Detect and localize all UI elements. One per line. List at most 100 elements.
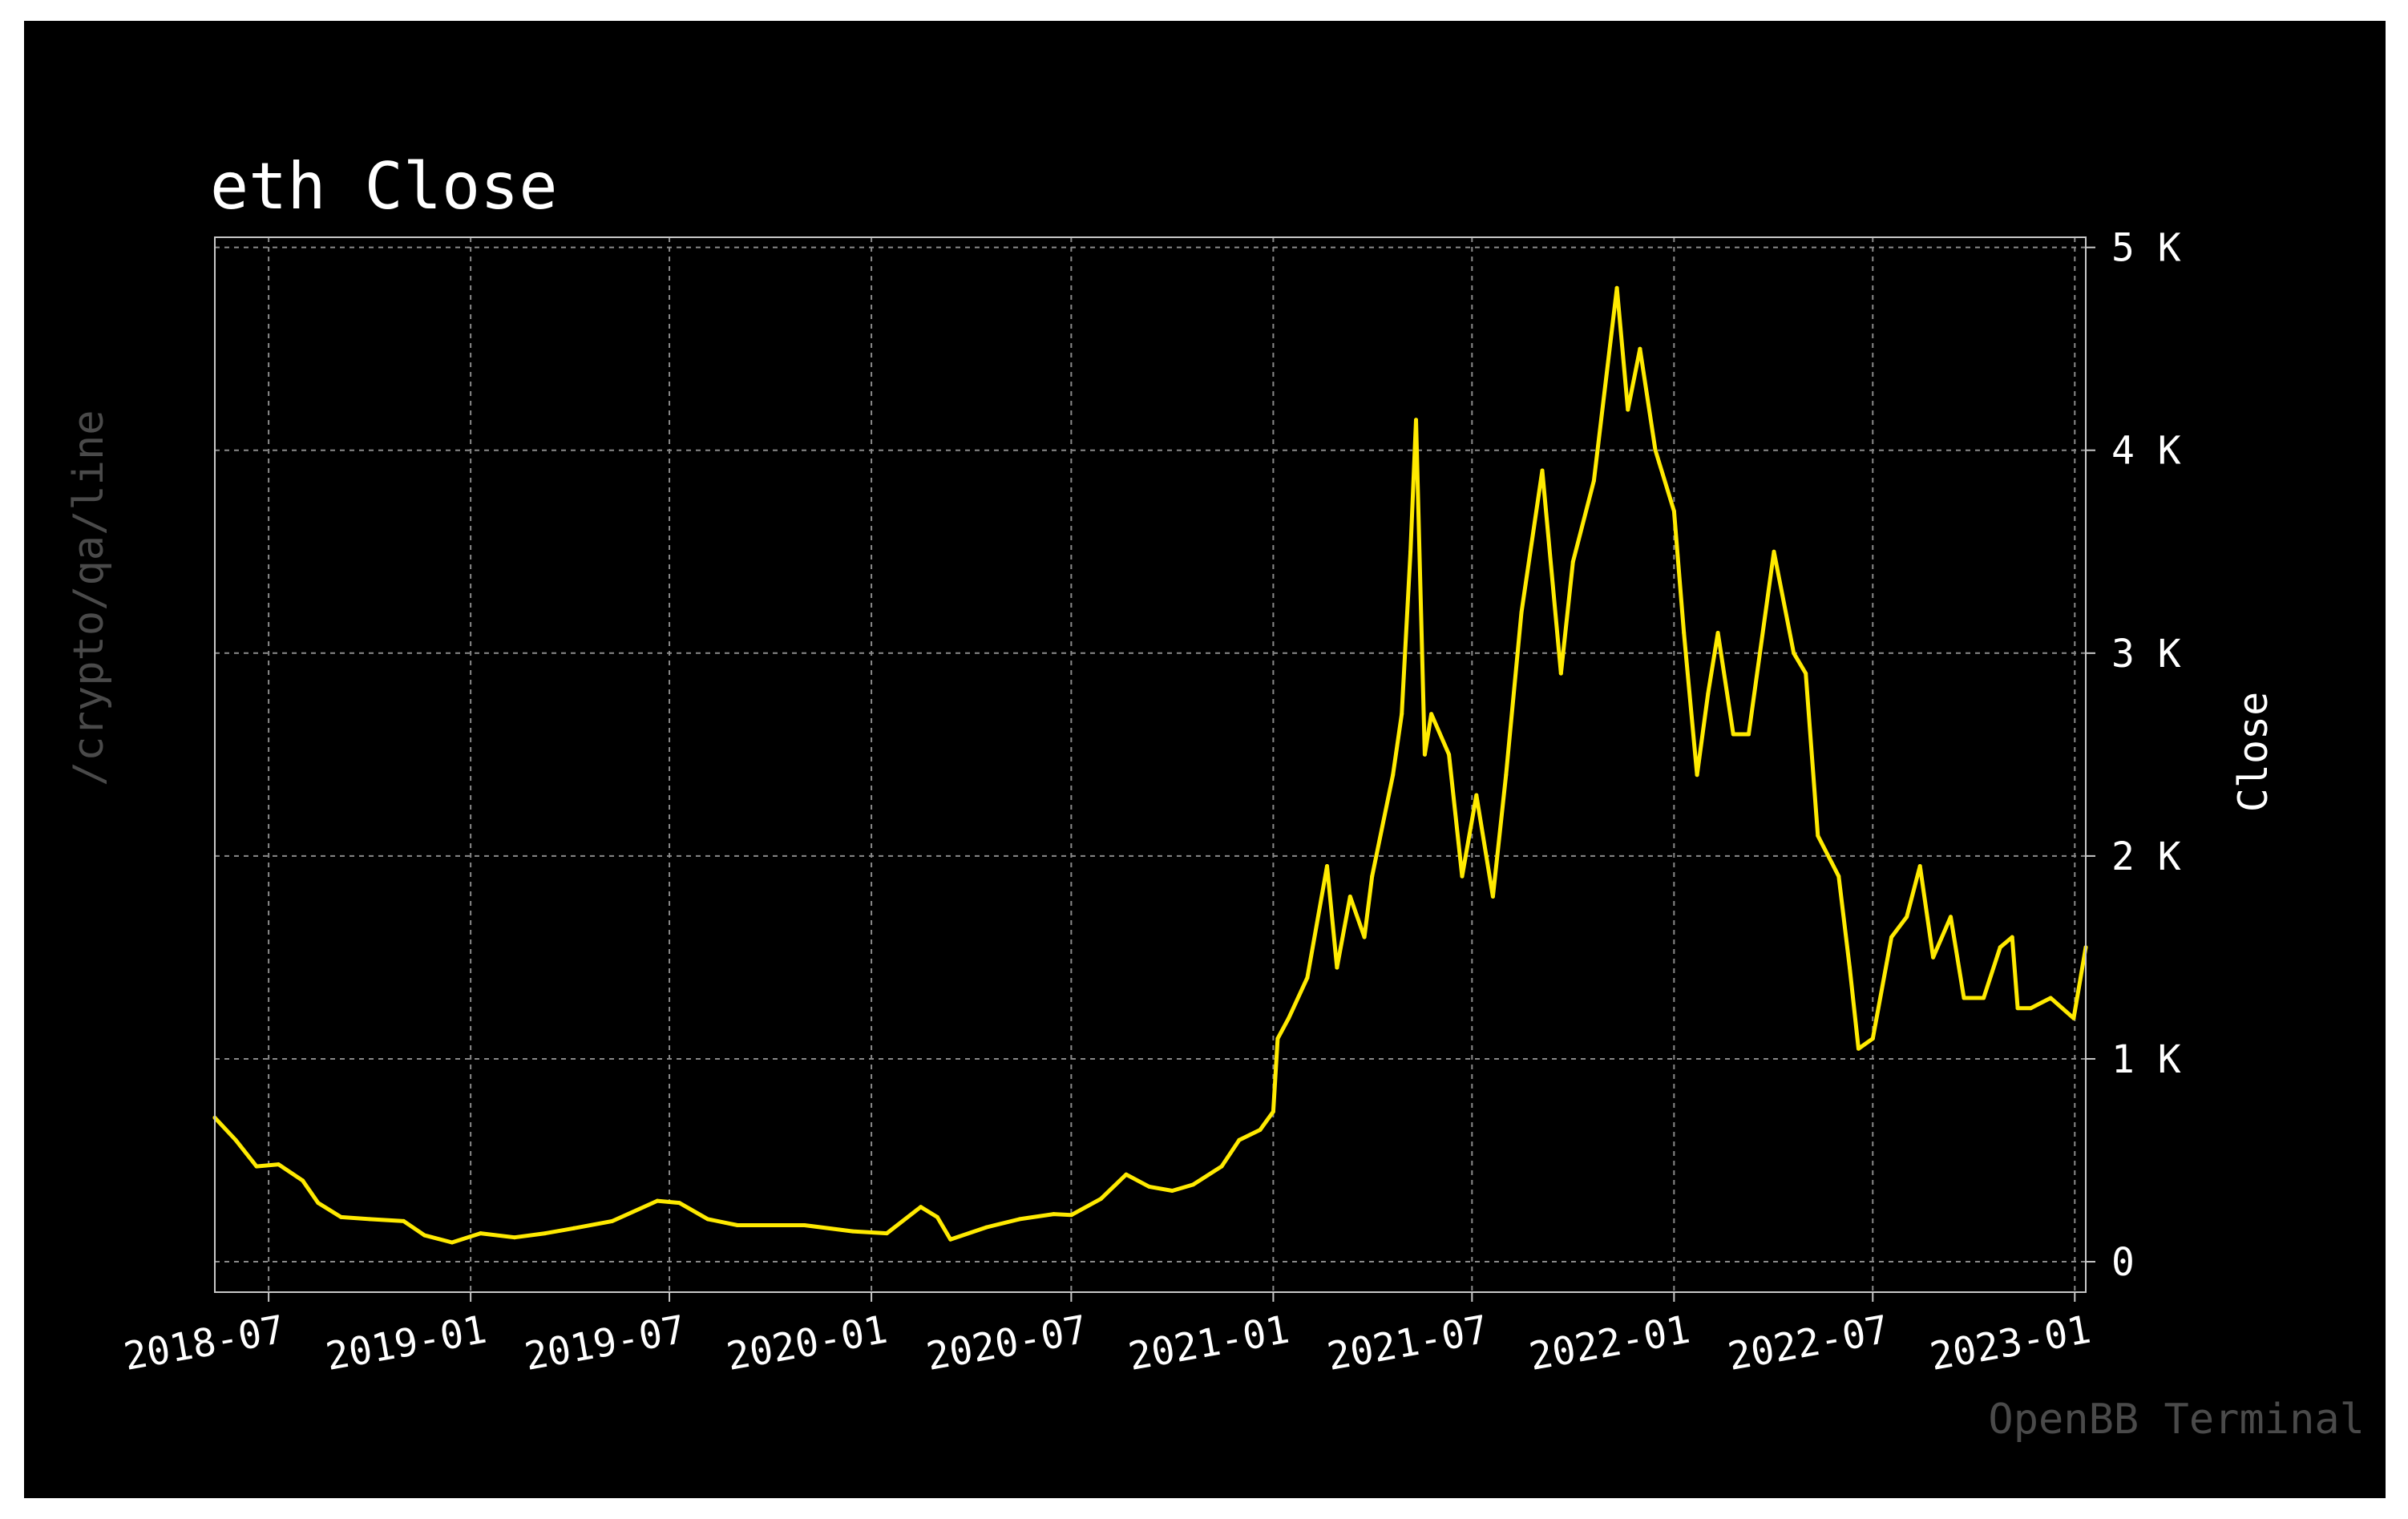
data-point (984, 1225, 989, 1230)
data-point (1772, 549, 1776, 554)
data-point (1305, 976, 1310, 980)
data-point (1682, 631, 1687, 635)
data-point (2029, 1006, 2033, 1011)
y-tick-label: 2 K (2111, 834, 2181, 879)
data-point (2071, 1016, 2076, 1020)
data-point (1715, 631, 1720, 635)
data-point (768, 1223, 773, 1227)
data-point (1124, 1172, 1129, 1177)
data-point (2048, 996, 2053, 1000)
data-point (705, 1217, 710, 1222)
data-point (935, 1214, 939, 1219)
y-tick-label: 1 K (2111, 1037, 2181, 1082)
axis-ticks: 2018-07 2019-01 2019-07 2020-01 2020-07 2021-… (120, 226, 2181, 1380)
data-point (735, 1223, 740, 1227)
data-point (1905, 915, 1909, 919)
data-point (1490, 895, 1495, 899)
data-point (1460, 874, 1465, 879)
data-point (1287, 1016, 1291, 1020)
data-point (850, 1229, 855, 1234)
data-point (677, 1201, 681, 1206)
data-point (1804, 671, 1808, 676)
data-point (1816, 834, 1820, 838)
data-point (610, 1218, 615, 1223)
data-point (2010, 935, 2014, 939)
x-tick-label: 2020-07 (923, 1307, 1091, 1380)
chart-frame: eth Close /crypto/qa/line Close OpenBB T… (24, 21, 2386, 1498)
data-point (919, 1205, 923, 1210)
data-point (655, 1198, 660, 1203)
data-point (1400, 712, 1404, 717)
y-axis-label: Close (2230, 692, 2277, 813)
data-point (1962, 996, 1966, 1000)
data-point (1731, 732, 1735, 737)
data-point (1591, 479, 1596, 483)
data-point (367, 1217, 372, 1222)
data-point (1519, 610, 1524, 615)
data-point (1706, 691, 1711, 696)
data-point (276, 1162, 281, 1167)
x-tick-label: 2020-01 (723, 1307, 891, 1380)
data-point (1190, 1182, 1195, 1187)
data-point (422, 1233, 427, 1238)
data-point (1219, 1164, 1224, 1169)
data-point (543, 1231, 547, 1236)
series-line-0 (212, 285, 2088, 1245)
series-layer (212, 285, 2088, 1245)
data-point (1653, 448, 1658, 453)
line-chart: eth Close /crypto/qa/line Close OpenBB T… (65, 149, 2365, 1444)
y-tick-label: 4 K (2111, 429, 2181, 474)
data-point (802, 1223, 806, 1227)
data-point (1275, 1036, 1280, 1041)
data-point (1931, 955, 1936, 959)
x-tick-label: 2019-01 (322, 1307, 490, 1380)
data-point (1982, 996, 1986, 1000)
data-point (1857, 1046, 1861, 1051)
x-tick-label: 2022-01 (1525, 1307, 1693, 1380)
data-point (1170, 1189, 1174, 1193)
data-point (512, 1235, 517, 1240)
data-point (1671, 509, 1676, 514)
x-tick-label: 2023-01 (1926, 1307, 2094, 1380)
data-point (1889, 935, 1894, 939)
data-point (301, 1178, 305, 1183)
data-point (339, 1214, 343, 1219)
brand-label: OpenBB Terminal (1988, 1396, 2365, 1444)
data-point (1626, 407, 1630, 412)
plot-area (214, 236, 2087, 1293)
y-tick-label: 0 (2111, 1240, 2135, 1285)
data-point (1069, 1213, 1073, 1218)
data-point (1614, 285, 1619, 290)
data-point (450, 1240, 455, 1245)
data-point (1917, 864, 1922, 868)
x-tick-label: 2022-07 (1724, 1307, 1892, 1380)
data-point (1870, 1036, 1875, 1041)
data-point (1237, 1137, 1242, 1142)
data-point (402, 1218, 406, 1223)
data-point (1949, 915, 1953, 919)
data-point (1258, 1128, 1263, 1132)
chart-title: eth Close (210, 149, 557, 224)
data-point (1836, 874, 1841, 879)
data-point (2015, 1006, 2020, 1011)
data-point (948, 1237, 953, 1242)
data-point (479, 1231, 483, 1236)
data-point (1429, 712, 1434, 717)
data-point (1570, 560, 1575, 564)
data-point (1147, 1184, 1152, 1189)
data-point (572, 1226, 576, 1230)
y-tick-label: 3 K (2111, 632, 2181, 677)
data-point (1540, 468, 1545, 473)
data-point (1695, 773, 1699, 778)
data-point (316, 1201, 321, 1206)
data-point (1848, 965, 1852, 970)
data-point (1792, 651, 1796, 656)
data-point (254, 1164, 259, 1169)
data-point (1017, 1217, 1022, 1222)
x-tick-label: 2021-01 (1125, 1307, 1293, 1380)
data-point (1474, 793, 1479, 798)
data-point (1098, 1197, 1103, 1202)
data-point (1408, 549, 1413, 554)
data-point (1998, 945, 2002, 950)
data-point (1347, 895, 1352, 899)
